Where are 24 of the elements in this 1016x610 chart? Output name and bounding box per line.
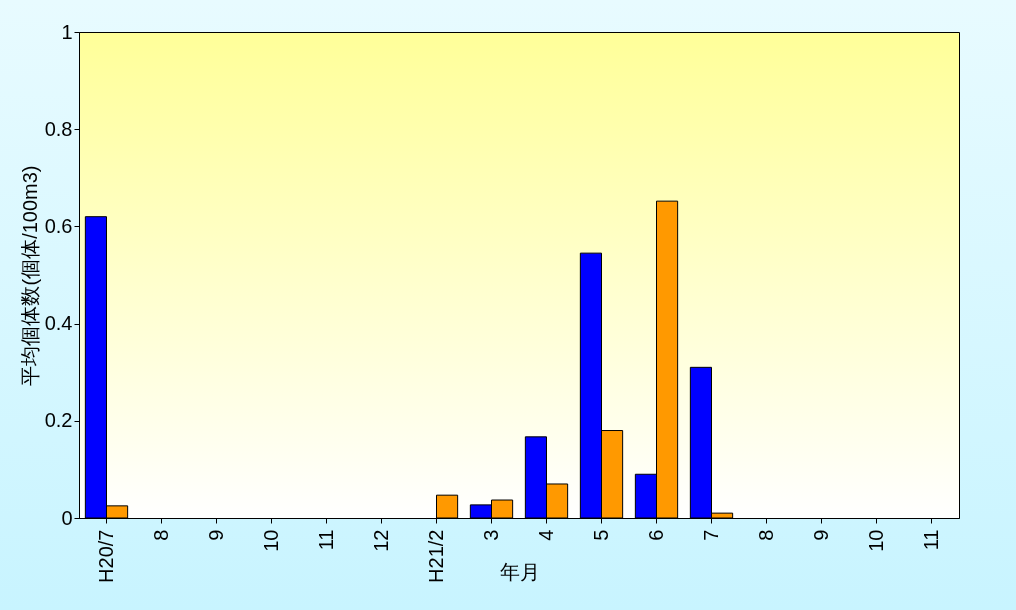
y-tick-label: 1: [61, 20, 73, 43]
x-tick-label: 5: [589, 529, 612, 541]
x-tick-label: 7: [699, 529, 722, 541]
x-tick-label: 10: [259, 529, 282, 552]
x-tick-label: 6: [644, 529, 667, 541]
y-tick-label: 0: [61, 506, 73, 529]
y-tick-label: 0.2: [44, 409, 73, 432]
x-tick-label: 10: [864, 529, 887, 552]
x-tick-label: H21/2: [424, 529, 447, 583]
y-tick-label: 0.8: [44, 117, 73, 140]
x-tick-label: 12: [369, 529, 392, 552]
x-tick-label: 9: [809, 529, 832, 541]
x-tick-label: H20/7: [94, 529, 117, 583]
y-tick-label: 0.6: [44, 214, 73, 237]
y-tick-label: 0.4: [44, 312, 73, 335]
y-axis-title: 平均個体数(個体/100m3): [18, 165, 41, 386]
x-axis-title: 年月: [499, 560, 540, 583]
x-tick-label: 9: [204, 529, 227, 541]
x-tick-label: 11: [314, 529, 337, 551]
x-tick-label: 8: [754, 529, 777, 541]
x-tick-label: 11: [919, 529, 942, 551]
x-tick-label: 3: [479, 529, 502, 541]
x-tick-label: 8: [149, 529, 172, 541]
x-tick-label: 4: [534, 529, 557, 541]
